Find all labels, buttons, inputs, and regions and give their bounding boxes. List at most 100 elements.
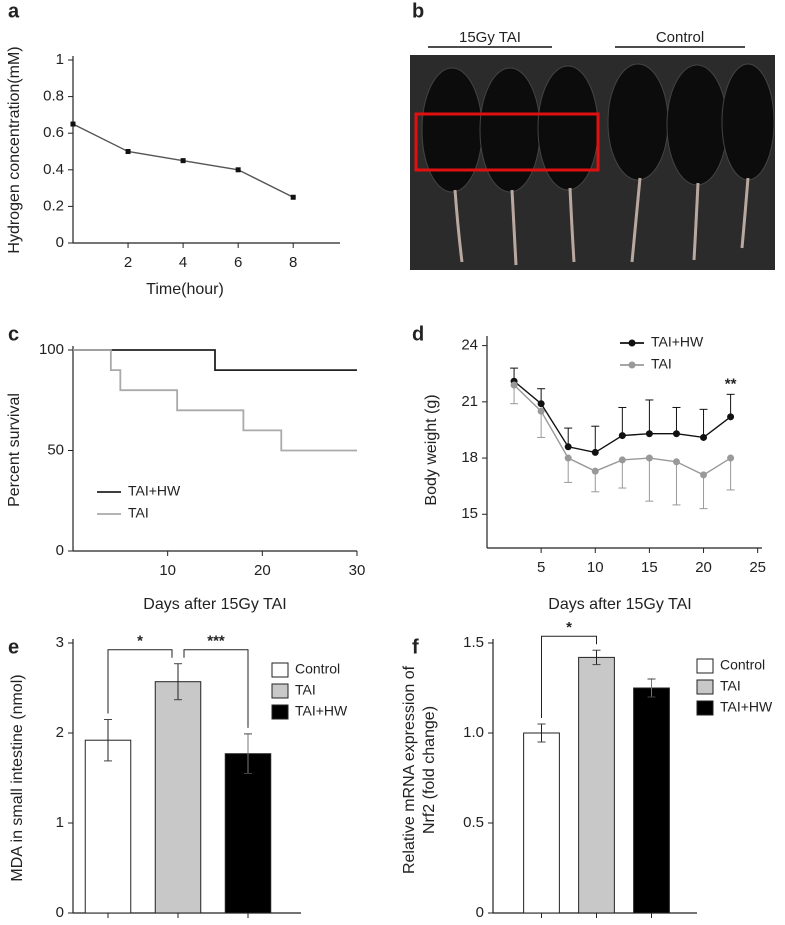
highlight-box [414,112,600,172]
y-tick-label: 15 [461,505,478,522]
point [645,430,653,438]
point [591,448,599,456]
point [672,430,680,438]
y-tick-label: 24 [461,337,478,354]
photo-panel: 15Gy TAI Control [410,29,775,270]
legend-marker [628,361,636,369]
point [591,467,599,475]
panel-label: f [412,636,419,658]
point [537,407,545,415]
point [727,413,735,421]
significance-bracket [541,635,597,718]
significance-bracket [183,649,249,728]
mouse [721,63,775,181]
x-tick-label: 4 [179,254,187,271]
legend-swatch [696,700,714,716]
bar [523,732,560,914]
point [564,454,572,462]
x-tick-label: 15 [641,559,658,576]
point [510,381,518,389]
y-tick-label: 0.5 [463,814,484,831]
x-tick-label: 25 [749,559,766,576]
legend-swatch [696,658,714,674]
y-tick-label: 50 [47,441,64,458]
significance-bracket [107,649,173,714]
legend-marker [628,339,636,347]
x-tick-label: 30 [349,562,366,579]
legend-swatch [271,683,289,699]
bar [84,739,132,914]
y-tick-label: 18 [461,449,478,466]
y-tick-label: 1.0 [463,724,484,741]
group-label: Control [656,29,704,46]
panel-label: d [412,323,424,345]
legend-label: TAI [720,678,741,694]
tail [630,177,642,263]
mouse [479,67,541,193]
point [290,194,296,200]
tail [740,177,750,249]
x-tick-label: 10 [159,562,176,579]
bar [224,753,272,914]
legend-swatch [696,679,714,695]
group-label: 15Gy TAI [459,29,521,46]
point [700,471,708,479]
legend-label: Control [720,657,765,673]
y-tick-label: 3 [56,634,64,651]
y-tick-label: 1 [56,51,64,68]
legend-swatch [271,662,289,678]
point [180,158,186,164]
y-tick-label: 100 [39,341,64,358]
legend-label: TAI+HW [295,703,348,719]
tail [510,189,518,266]
point [618,432,626,440]
y-tick-label: 0.2 [43,197,64,214]
x-axis-label: Days after 15Gy TAI [548,596,691,613]
legend-label: Control [295,661,340,677]
tail [692,182,700,261]
y-tick-label: 0 [476,904,484,921]
x-tick-label: 8 [289,254,297,271]
y-axis-label: Body weight (g) [423,394,440,505]
y-axis-label: Percent survival [6,393,23,507]
legend-label: TAI+HW [651,334,704,350]
series-line [73,349,357,371]
y-tick-label: 0 [56,904,64,921]
tail [568,187,576,263]
y-tick-label: 0 [56,542,64,559]
legend-label: TAI+HW [720,699,773,715]
y-tick-label: 0.6 [43,124,64,141]
point [618,456,626,464]
x-tick-label: 20 [254,562,271,579]
x-tick-label: 2 [124,254,132,271]
x-tick-label: 20 [695,559,712,576]
point [564,443,572,451]
significance-label: * [566,619,572,636]
x-axis-label: Days after 15Gy TAI [143,596,286,613]
x-axis-label: Time(hour) [146,281,224,298]
y-tick-label: 0.4 [43,161,64,178]
x-tick-label: 10 [587,559,604,576]
point [537,400,545,408]
point [727,454,735,462]
point [672,458,680,466]
y-tick-label: 0.8 [43,88,64,105]
point [70,121,76,127]
bar [578,656,615,914]
mouse [421,67,483,193]
legend-swatch [271,704,289,720]
tail [453,189,464,263]
series-line [73,349,357,452]
y-tick-label: 1 [56,814,64,831]
y-tick-label: 0 [56,234,64,251]
mouse [607,63,669,181]
annotation: ** [725,375,737,392]
y-tick-label: 2 [56,724,64,741]
point [700,433,708,441]
y-axis-label: Nrf2 (fold change) [421,706,438,834]
y-tick-label: 21 [461,393,478,410]
point [125,149,131,154]
legend-label: TAI+HW [128,483,181,499]
panel-label: b [412,0,424,22]
